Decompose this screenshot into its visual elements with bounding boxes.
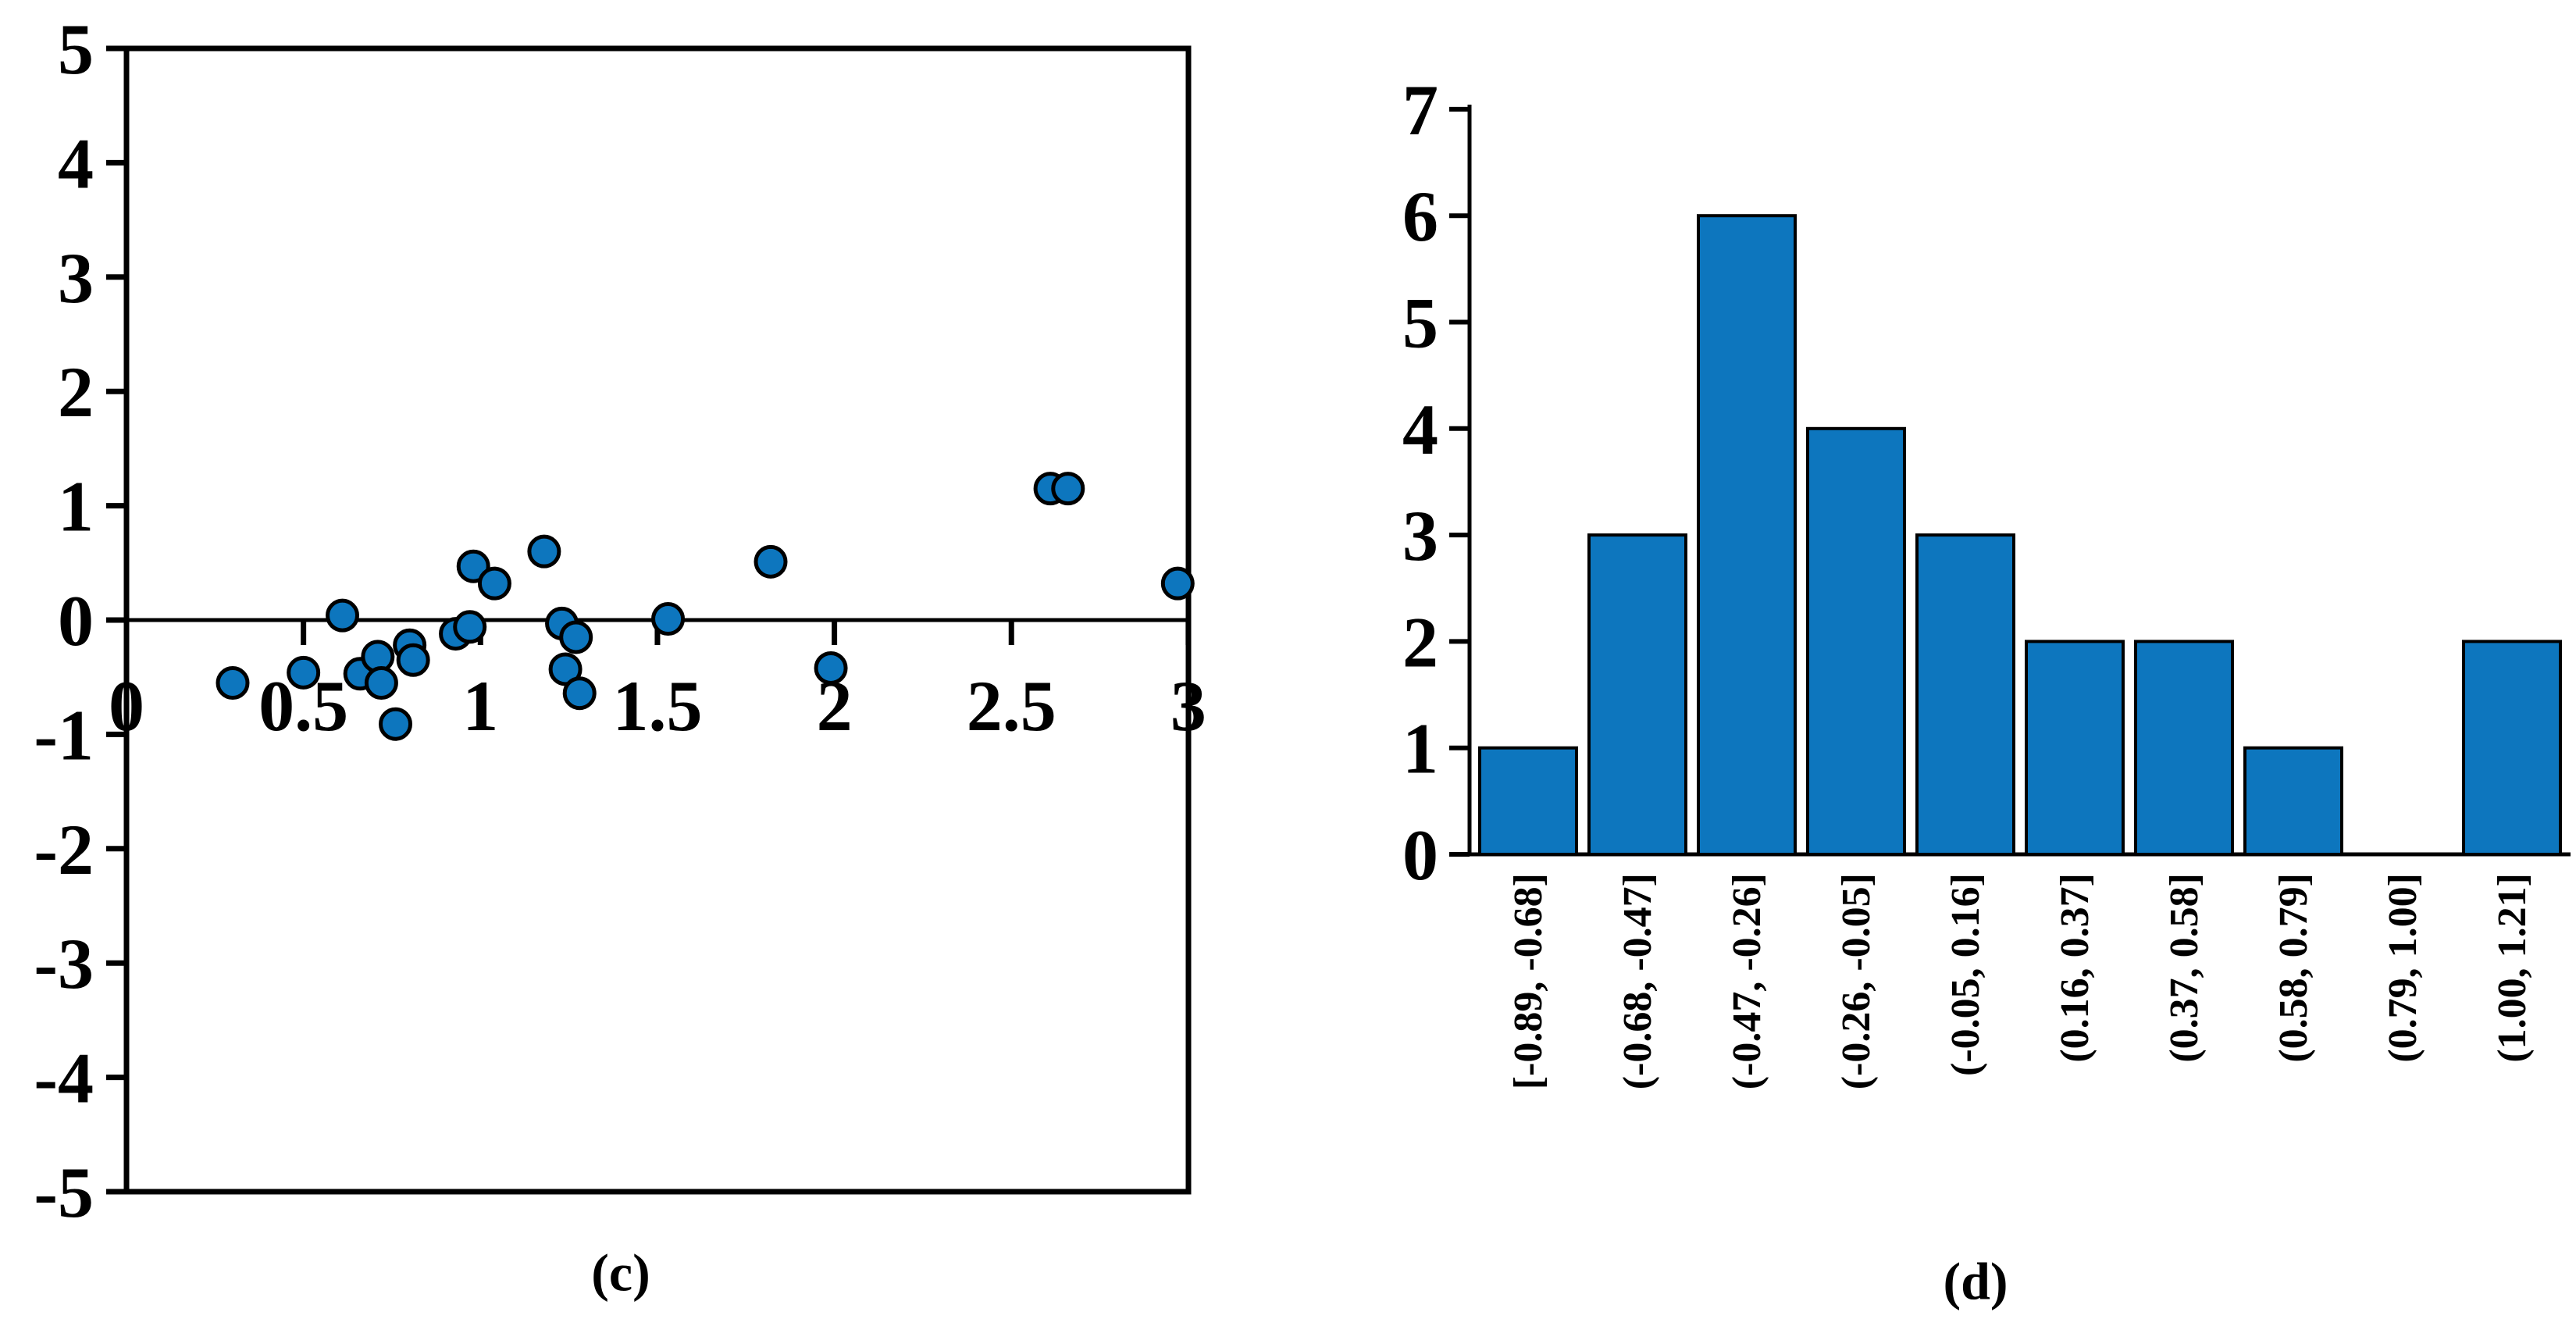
category-tick-label: (0.16, 0.37] (2053, 873, 2097, 1063)
scatter-point (1051, 472, 1085, 506)
y-tick-label: -5 (34, 1153, 94, 1232)
x-tick-label: 1.5 (612, 666, 702, 746)
y-tick-label: 4 (58, 123, 94, 203)
scatter-point (364, 666, 398, 700)
scatter-point (379, 707, 413, 741)
caption-c: (c) (591, 1242, 650, 1303)
category-tick-label: (-0.05, 0.16] (1944, 873, 1988, 1076)
y-tick-label: -3 (34, 924, 94, 1003)
y-tick-label: 1 (1402, 709, 1438, 789)
y-tick-label: 2 (1402, 602, 1438, 682)
scatter-point (287, 655, 321, 690)
scatter-point (477, 566, 511, 601)
y-tick-label: 5 (1402, 283, 1438, 363)
x-tick-label: 2.5 (967, 666, 1056, 746)
scatter-point (651, 602, 686, 636)
caption-d: (d) (1943, 1251, 2008, 1311)
y-tick-label: -4 (34, 1039, 94, 1118)
histogram-bar (1697, 214, 1797, 856)
scatter-point (1160, 566, 1195, 601)
histogram-bar (1478, 746, 1578, 857)
y-tick-label: 0 (1402, 815, 1438, 895)
scatter-point (456, 549, 490, 583)
histogram-bar (1915, 533, 2015, 856)
y-tick-label: 7 (1402, 70, 1438, 150)
y-tick-label: 1 (58, 467, 94, 547)
scatter-point (754, 544, 788, 579)
category-tick-label: (0.79, 1.00] (2381, 873, 2425, 1063)
scatter-point (559, 620, 593, 654)
y-tick-label: 0 (58, 581, 94, 661)
category-tick-label: (-0.26, -0.05] (1834, 873, 1879, 1089)
scatter-point (814, 651, 848, 685)
x-tick-label: 3 (1170, 666, 1206, 746)
scatter-point (527, 534, 561, 569)
category-tick-label: (-0.68, -0.47] (1616, 873, 1660, 1089)
scatter-point (562, 676, 597, 711)
histogram-bar (1806, 426, 1906, 856)
x-tick-label: 0 (109, 666, 144, 746)
category-tick-label: (-0.47, -0.26] (1725, 873, 1769, 1089)
y-tick-label: 2 (58, 352, 94, 432)
histogram-d: 0 1 2 3 4 5 6 7 [-0.89, -0.68] (-0.68, -0.47] (-0.… (1402, 70, 2571, 1089)
y-tick-label: -2 (34, 810, 94, 889)
category-tick-label: (1.00, 1.21] (2490, 873, 2535, 1063)
y-tick-label: 4 (1402, 390, 1438, 469)
scatter-point (548, 652, 583, 686)
histogram-bar (2462, 640, 2562, 857)
category-tick-label: [-0.89, -0.68] (1506, 873, 1551, 1089)
histogram-bar (2025, 640, 2125, 857)
histogram-bar (1587, 533, 1687, 856)
y-tick-label: 3 (58, 238, 94, 318)
y-tick-label: 6 (1402, 176, 1438, 256)
histogram-bar (2134, 640, 2234, 857)
category-tick-label: (0.58, 0.79] (2271, 873, 2316, 1063)
category-tick-label: (0.37, 0.58] (2162, 873, 2207, 1063)
x-tick-label: 1 (462, 666, 498, 746)
y-tick-label: -1 (34, 695, 94, 775)
y-tick-label: 3 (1402, 496, 1438, 576)
scatter-point (396, 643, 430, 677)
y-tick-label: 5 (58, 9, 94, 89)
scatter-point (326, 598, 360, 633)
scatter-point (453, 610, 487, 644)
histogram-bar (2243, 746, 2343, 857)
scatter-point (216, 666, 250, 700)
